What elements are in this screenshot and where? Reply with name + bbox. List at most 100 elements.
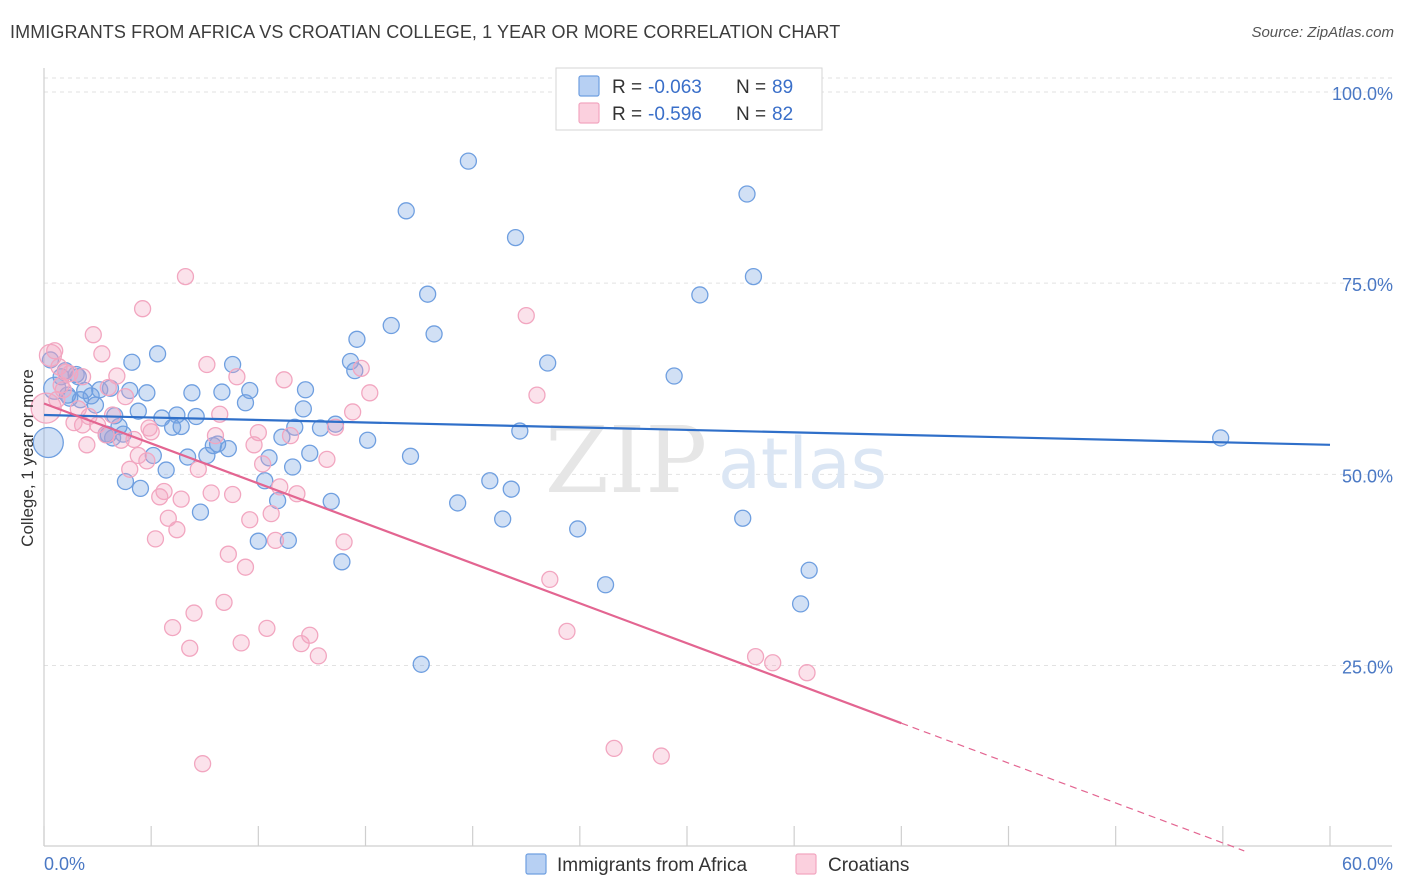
point-croatians-47 bbox=[228, 368, 246, 386]
point-africa-66 bbox=[419, 285, 437, 303]
point-croatians-37 bbox=[185, 604, 203, 622]
legend-n-label-croatians: N = bbox=[736, 104, 766, 125]
bottom-legend-label-africa: Immigrants from Africa bbox=[557, 855, 747, 876]
point-croatians-76 bbox=[746, 647, 765, 666]
point-africa-77 bbox=[596, 576, 615, 594]
point-croatians-25 bbox=[133, 300, 152, 318]
point-croatians-32 bbox=[163, 618, 182, 637]
point-croatians-34 bbox=[172, 490, 190, 508]
point-africa-82 bbox=[744, 267, 763, 286]
point-africa-69 bbox=[459, 152, 478, 170]
bottom-legend: Immigrants from Africa Croatians bbox=[525, 853, 909, 876]
point-croatians-42 bbox=[206, 426, 225, 445]
point-croatians-72 bbox=[541, 570, 559, 589]
trend-line-croatians-extrapolated bbox=[901, 722, 1245, 852]
point-croatians-59 bbox=[281, 426, 300, 445]
point-croatians-26 bbox=[138, 452, 156, 470]
legend-n-label-africa: N = bbox=[736, 77, 766, 98]
point-croatians-64 bbox=[318, 450, 336, 469]
point-africa-32 bbox=[183, 384, 201, 402]
watermark-zip: ZIP bbox=[545, 407, 707, 514]
point-croatians-58 bbox=[275, 371, 293, 389]
point-croatians-45 bbox=[219, 545, 237, 563]
point-croatians-22 bbox=[121, 460, 139, 478]
point-croatians-31 bbox=[159, 509, 177, 527]
point-africa-53 bbox=[301, 444, 319, 462]
point-croatians-55 bbox=[262, 504, 280, 523]
point-africa-9 bbox=[82, 387, 100, 405]
point-africa-51 bbox=[294, 400, 312, 418]
watermark-atlas: atlas bbox=[718, 423, 887, 505]
y-axis-label: College, 1 year or more bbox=[18, 369, 37, 547]
point-africa-23 bbox=[138, 384, 156, 402]
point-africa-38 bbox=[213, 383, 231, 401]
point-croatians-48 bbox=[232, 634, 250, 652]
point-africa-43 bbox=[249, 532, 267, 550]
point-croatians-18 bbox=[103, 406, 122, 424]
point-croatians-77 bbox=[764, 654, 782, 672]
point-africa-71 bbox=[494, 510, 512, 528]
point-africa-0 bbox=[32, 426, 64, 459]
point-croatians-54 bbox=[258, 619, 276, 638]
point-croatians-79 bbox=[140, 419, 158, 437]
point-croatians-7 bbox=[61, 365, 79, 383]
point-africa-49 bbox=[283, 458, 302, 476]
point-africa-30 bbox=[172, 417, 190, 436]
point-croatians-70 bbox=[517, 306, 535, 325]
point-croatians-2 bbox=[46, 342, 64, 360]
point-africa-39 bbox=[219, 439, 237, 458]
point-africa-67 bbox=[425, 325, 443, 343]
point-croatians-75 bbox=[652, 747, 670, 765]
y-tick-label-25: 25.0% bbox=[1342, 658, 1393, 678]
point-croatians-13 bbox=[84, 326, 102, 344]
point-croatians-28 bbox=[146, 530, 165, 548]
data-points bbox=[30, 152, 1230, 773]
legend-swatch-croatians bbox=[578, 102, 600, 124]
point-croatians-10 bbox=[73, 368, 92, 386]
point-africa-34 bbox=[191, 503, 210, 521]
point-africa-84 bbox=[800, 561, 818, 579]
point-croatians-65 bbox=[326, 418, 345, 436]
point-croatians-63 bbox=[309, 647, 327, 665]
bottom-legend-label-croatians: Croatians bbox=[828, 855, 909, 876]
x-tick-label-min: 0.0% bbox=[44, 854, 85, 874]
point-croatians-56 bbox=[266, 531, 285, 550]
point-africa-75 bbox=[539, 354, 557, 372]
point-africa-85 bbox=[1212, 429, 1230, 447]
point-africa-81 bbox=[738, 185, 756, 203]
legend-n-value-africa: 89 bbox=[772, 77, 793, 98]
point-africa-57 bbox=[333, 553, 351, 571]
point-croatians-78 bbox=[798, 664, 816, 682]
point-croatians-62 bbox=[301, 626, 319, 644]
legend-r-label-africa: R = bbox=[612, 77, 642, 98]
trend-line-croatians bbox=[43, 402, 902, 725]
point-croatians-41 bbox=[202, 484, 220, 502]
point-africa-33 bbox=[187, 407, 205, 426]
point-croatians-69 bbox=[361, 384, 379, 402]
point-croatians-40 bbox=[198, 355, 216, 374]
legend-n-value-croatians: 82 bbox=[772, 104, 793, 125]
legend-box bbox=[555, 67, 823, 131]
point-africa-70 bbox=[481, 472, 499, 490]
legend-r-value-croatians: -0.596 bbox=[648, 104, 702, 125]
point-croatians-17 bbox=[99, 378, 117, 397]
point-croatians-52 bbox=[249, 423, 267, 442]
y-tick-label-100: 100.0% bbox=[1332, 84, 1393, 104]
y-tick-label-50: 50.0% bbox=[1342, 466, 1393, 486]
point-africa-27 bbox=[157, 461, 175, 479]
point-africa-21 bbox=[129, 402, 147, 420]
point-africa-72 bbox=[502, 480, 520, 498]
y-tick-label-75: 75.0% bbox=[1342, 275, 1393, 295]
legend-r-label-croatians: R = bbox=[612, 104, 642, 125]
point-croatians-81 bbox=[52, 376, 70, 394]
point-croatians-74 bbox=[605, 739, 623, 758]
point-africa-73 bbox=[506, 228, 525, 247]
point-africa-64 bbox=[401, 447, 420, 465]
gridlines bbox=[44, 77, 1392, 667]
point-croatians-30 bbox=[155, 482, 173, 501]
point-africa-80 bbox=[734, 509, 752, 527]
legend-swatch-africa bbox=[578, 75, 600, 97]
chart-title: IMMIGRANTS FROM AFRICA VS CROATIAN COLLE… bbox=[10, 22, 841, 42]
point-croatians-24 bbox=[129, 446, 147, 465]
